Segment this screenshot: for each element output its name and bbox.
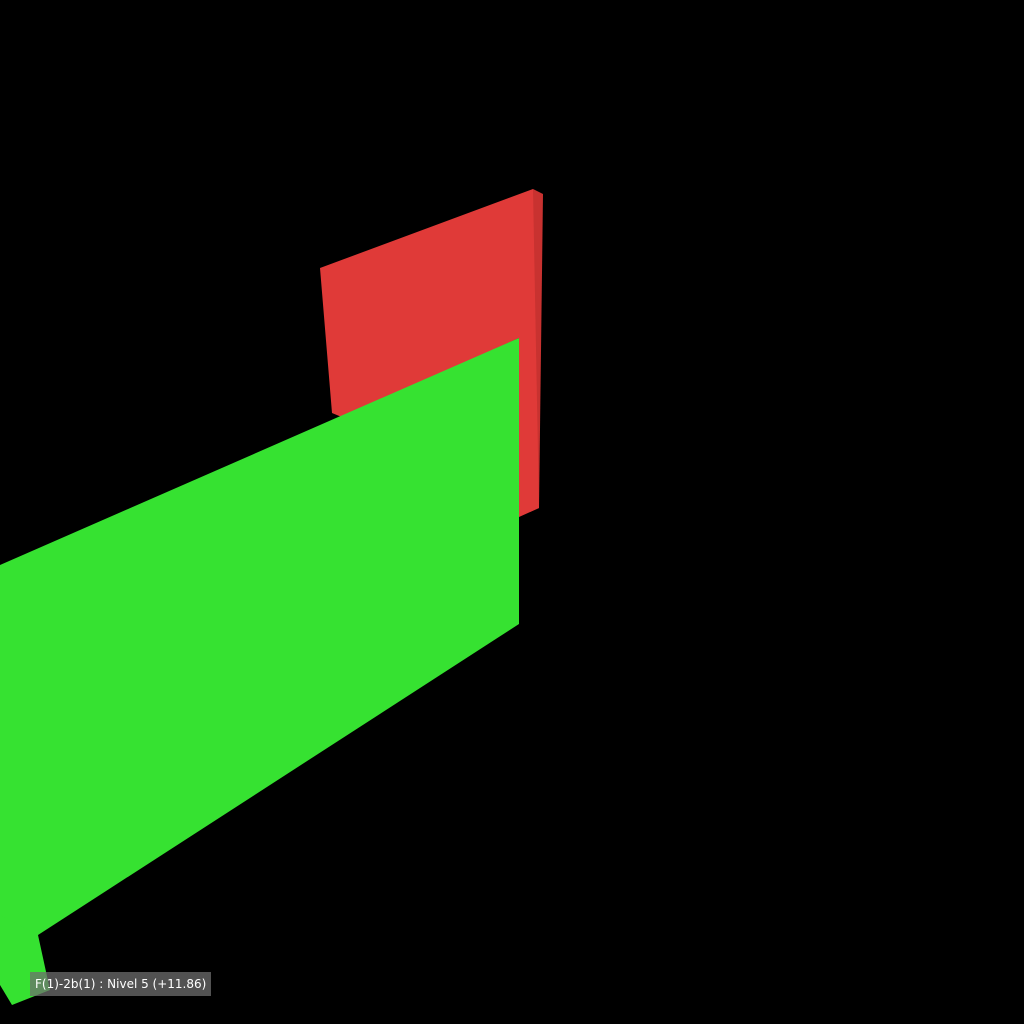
level-status-label: F(1)-2b(1) : Nivel 5 (+11.86) [30, 972, 212, 996]
green-wall[interactable] [0, 338, 519, 950]
red-wall[interactable] [320, 189, 539, 517]
